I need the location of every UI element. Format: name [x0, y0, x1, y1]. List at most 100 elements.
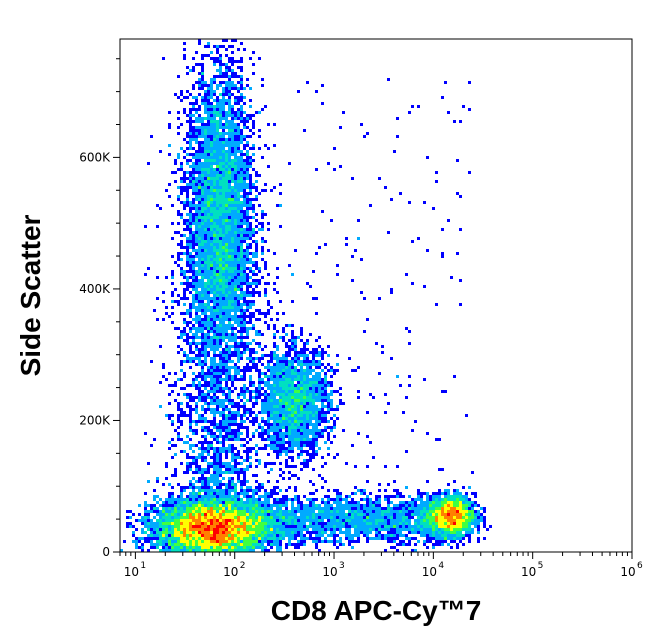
density-cell: [273, 384, 276, 387]
density-cell: [435, 504, 438, 507]
density-cell: [252, 255, 255, 258]
density-cell: [186, 462, 189, 465]
density-cell: [177, 168, 180, 171]
density-cell: [306, 372, 309, 375]
density-cell: [225, 186, 228, 189]
density-cell: [252, 324, 255, 327]
density-cell: [234, 471, 237, 474]
density-cell: [276, 411, 279, 414]
density-cell: [207, 270, 210, 273]
density-cell: [228, 102, 231, 105]
density-cell: [309, 429, 312, 432]
density-cell: [216, 435, 219, 438]
density-cell: [468, 486, 471, 489]
density-cell: [189, 285, 192, 288]
density-cell: [243, 213, 246, 216]
density-cell: [210, 108, 213, 111]
density-cell: [210, 447, 213, 450]
density-cell: [243, 294, 246, 297]
density-cell: [204, 426, 207, 429]
density-cell: [219, 288, 222, 291]
density-cell: [216, 258, 219, 261]
density-cell: [222, 378, 225, 381]
density-cell: [222, 339, 225, 342]
density-cell: [195, 522, 198, 525]
density-cell: [213, 135, 216, 138]
density-cell: [204, 291, 207, 294]
density-cell: [267, 519, 270, 522]
density-cell: [207, 237, 210, 240]
density-cell: [441, 468, 444, 471]
density-cell: [237, 330, 240, 333]
density-cell: [243, 117, 246, 120]
density-cell: [288, 405, 291, 408]
density-cell: [354, 501, 357, 504]
density-cell: [207, 342, 210, 345]
density-cell: [234, 117, 237, 120]
density-cell: [195, 210, 198, 213]
density-cell: [255, 111, 258, 114]
density-cell: [219, 450, 222, 453]
density-cell: [312, 492, 315, 495]
density-cell: [174, 516, 177, 519]
density-cell: [210, 228, 213, 231]
density-cell: [279, 513, 282, 516]
density-cell: [252, 144, 255, 147]
density-cell: [258, 516, 261, 519]
density-cell: [366, 411, 369, 414]
density-cell: [279, 504, 282, 507]
density-cell: [252, 273, 255, 276]
density-cell: [201, 231, 204, 234]
density-cell: [243, 471, 246, 474]
density-cell: [222, 498, 225, 501]
density-cell: [327, 501, 330, 504]
density-cell: [213, 240, 216, 243]
density-cell: [228, 105, 231, 108]
density-cell: [177, 243, 180, 246]
density-cell: [363, 519, 366, 522]
density-cell: [354, 504, 357, 507]
density-cell: [225, 117, 228, 120]
density-cell: [213, 438, 216, 441]
density-cell: [237, 177, 240, 180]
density-cell: [186, 336, 189, 339]
density-cell: [282, 354, 285, 357]
density-cell: [210, 501, 213, 504]
density-cell: [198, 87, 201, 90]
density-cell: [243, 252, 246, 255]
density-cell: [252, 504, 255, 507]
density-cell: [213, 306, 216, 309]
density-cell: [219, 414, 222, 417]
density-cell: [219, 246, 222, 249]
density-cell: [240, 81, 243, 84]
density-cell: [204, 519, 207, 522]
density-cell: [222, 441, 225, 444]
density-cell: [180, 387, 183, 390]
density-cell: [267, 504, 270, 507]
density-cell: [207, 309, 210, 312]
density-cell: [309, 492, 312, 495]
density-cell: [231, 249, 234, 252]
density-cell: [213, 300, 216, 303]
density-cell: [435, 498, 438, 501]
density-cell: [207, 87, 210, 90]
density-cell: [210, 315, 213, 318]
density-cell: [252, 390, 255, 393]
density-cell: [324, 414, 327, 417]
density-cell: [315, 168, 318, 171]
density-cell: [291, 393, 294, 396]
density-cell: [303, 372, 306, 375]
density-cell: [195, 96, 198, 99]
density-cell: [285, 351, 288, 354]
density-cell: [249, 177, 252, 180]
density-cell: [363, 492, 366, 495]
density-cell: [225, 369, 228, 372]
density-cell: [246, 342, 249, 345]
density-cell: [363, 489, 366, 492]
density-cell: [288, 348, 291, 351]
density-cell: [201, 435, 204, 438]
density-cell: [327, 381, 330, 384]
density-cell: [192, 180, 195, 183]
density-cell: [273, 144, 276, 147]
density-cell: [261, 216, 264, 219]
